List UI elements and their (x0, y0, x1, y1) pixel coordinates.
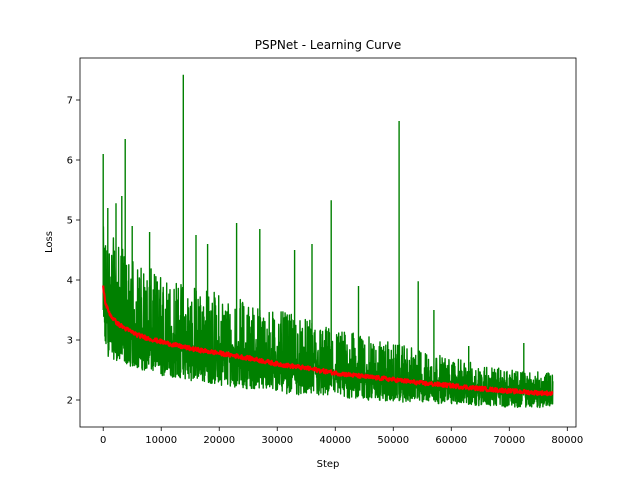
x-axis-label: Step (317, 459, 340, 470)
y-tick-label: 2 (67, 396, 73, 407)
x-tick-label: 20000 (203, 435, 235, 446)
x-tick-label: 80000 (551, 435, 583, 446)
x-tick-label: 30000 (261, 435, 293, 446)
x-tick-label: 0 (100, 435, 106, 446)
x-axis: 0 10000 20000 30000 40000 50000 60000 70000 8000… (100, 427, 583, 446)
series-line-smoothed (102, 285, 554, 397)
y-tick-label: 5 (67, 216, 73, 227)
x-tick-label: 40000 (319, 435, 351, 446)
axes-frame (79, 57, 577, 428)
y-tick-label: 4 (67, 276, 73, 287)
y-axis-label: Loss (44, 231, 55, 253)
x-tick-label: 10000 (145, 435, 177, 446)
y-tick-label: 6 (67, 156, 73, 167)
series-line-raw (102, 74, 554, 409)
y-axis: 2 3 4 5 6 7 (67, 96, 80, 407)
x-tick-label: 70000 (493, 435, 525, 446)
x-tick-label: 60000 (435, 435, 467, 446)
plot-area: 0 10000 20000 30000 40000 50000 60000 70000 8000… (67, 57, 583, 446)
y-tick-label: 3 (67, 336, 73, 347)
x-tick-label: 50000 (377, 435, 409, 446)
chart-title: PSPNet - Learning Curve (255, 38, 401, 52)
series-layer (102, 74, 554, 409)
y-tick-label: 7 (67, 96, 73, 107)
